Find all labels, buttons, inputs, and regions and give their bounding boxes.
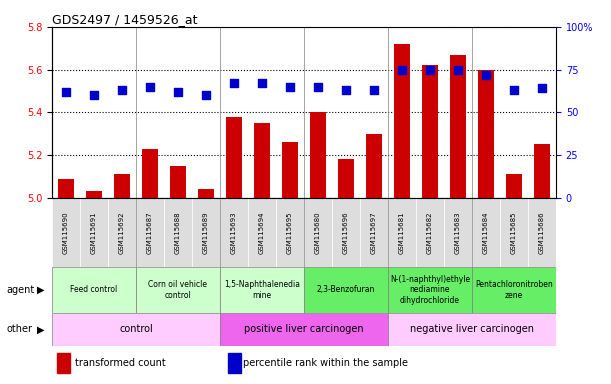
Bar: [198, 189, 214, 198]
Bar: [388, 198, 416, 267]
Text: agent: agent: [6, 285, 34, 295]
Text: ▶: ▶: [37, 324, 44, 334]
Text: GSM115687: GSM115687: [147, 211, 153, 254]
Point: [89, 92, 99, 98]
Bar: [450, 55, 466, 198]
Point: [537, 85, 547, 91]
Bar: [108, 198, 136, 267]
Text: transformed count: transformed count: [75, 358, 166, 368]
Point: [61, 89, 71, 95]
Text: GSM115692: GSM115692: [119, 211, 125, 253]
Point: [369, 87, 379, 93]
Bar: [472, 267, 556, 313]
Text: other: other: [6, 324, 32, 334]
Bar: [472, 198, 500, 267]
Text: Pentachloronitroben
zene: Pentachloronitroben zene: [475, 280, 553, 300]
Point: [481, 72, 491, 78]
Bar: [282, 142, 298, 198]
Bar: [416, 198, 444, 267]
Point: [453, 66, 463, 73]
Bar: [220, 313, 388, 346]
Bar: [192, 198, 220, 267]
Bar: [226, 117, 242, 198]
Bar: [220, 267, 304, 313]
Text: GSM115681: GSM115681: [399, 211, 405, 254]
Bar: [57, 353, 70, 373]
Text: GSM115688: GSM115688: [175, 211, 181, 254]
Text: GSM115682: GSM115682: [427, 211, 433, 253]
Bar: [388, 313, 556, 346]
Point: [285, 84, 295, 90]
Text: 2,3-Benzofuran: 2,3-Benzofuran: [316, 285, 375, 295]
Bar: [394, 44, 410, 198]
Bar: [366, 134, 382, 198]
Text: N-(1-naphthyl)ethyle
nediamine
dihydrochloride: N-(1-naphthyl)ethyle nediamine dihydroch…: [390, 275, 470, 305]
Point: [117, 87, 127, 93]
Text: Corn oil vehicle
control: Corn oil vehicle control: [148, 280, 208, 300]
Text: GDS2497 / 1459526_at: GDS2497 / 1459526_at: [52, 13, 197, 26]
Bar: [114, 174, 130, 198]
Point: [229, 80, 239, 86]
Bar: [478, 70, 494, 198]
Text: GSM115683: GSM115683: [455, 211, 461, 254]
Text: percentile rank within the sample: percentile rank within the sample: [243, 358, 409, 368]
Bar: [136, 267, 220, 313]
Text: GSM115685: GSM115685: [511, 211, 517, 253]
Bar: [276, 198, 304, 267]
Bar: [360, 198, 388, 267]
Bar: [86, 191, 101, 198]
Bar: [170, 166, 186, 198]
Text: negative liver carcinogen: negative liver carcinogen: [410, 324, 534, 334]
Bar: [254, 123, 269, 198]
Bar: [248, 198, 276, 267]
Text: GSM115694: GSM115694: [259, 211, 265, 253]
Bar: [422, 65, 437, 198]
Bar: [229, 353, 241, 373]
Bar: [80, 198, 108, 267]
Bar: [304, 198, 332, 267]
Bar: [136, 198, 164, 267]
Text: GSM115696: GSM115696: [343, 211, 349, 254]
Point: [257, 80, 267, 86]
Text: ▶: ▶: [37, 285, 44, 295]
Bar: [304, 267, 388, 313]
Text: GSM115691: GSM115691: [91, 211, 97, 254]
Bar: [528, 198, 556, 267]
Bar: [507, 174, 522, 198]
Point: [173, 89, 183, 95]
Bar: [338, 159, 354, 198]
Bar: [58, 179, 74, 198]
Text: GSM115689: GSM115689: [203, 211, 209, 254]
Bar: [220, 198, 248, 267]
Bar: [142, 149, 158, 198]
Point: [201, 92, 211, 98]
Point: [397, 66, 407, 73]
Text: GSM115697: GSM115697: [371, 211, 377, 254]
Text: GSM115695: GSM115695: [287, 211, 293, 253]
Bar: [332, 198, 360, 267]
Text: control: control: [119, 324, 153, 334]
Bar: [388, 267, 472, 313]
Text: GSM115686: GSM115686: [539, 211, 545, 254]
Point: [425, 66, 435, 73]
Text: 1,5-Naphthalenedia
mine: 1,5-Naphthalenedia mine: [224, 280, 300, 300]
Text: GSM115684: GSM115684: [483, 211, 489, 253]
Point: [341, 87, 351, 93]
Point: [509, 87, 519, 93]
Text: GSM115680: GSM115680: [315, 211, 321, 254]
Bar: [52, 313, 220, 346]
Text: GSM115693: GSM115693: [231, 211, 237, 254]
Bar: [52, 198, 80, 267]
Bar: [534, 144, 550, 198]
Bar: [500, 198, 528, 267]
Text: Feed control: Feed control: [70, 285, 117, 295]
Bar: [164, 198, 192, 267]
Text: GSM115690: GSM115690: [63, 211, 69, 254]
Text: positive liver carcinogen: positive liver carcinogen: [244, 324, 364, 334]
Bar: [444, 198, 472, 267]
Point: [313, 84, 323, 90]
Point: [145, 84, 155, 90]
Bar: [52, 267, 136, 313]
Bar: [310, 113, 326, 198]
